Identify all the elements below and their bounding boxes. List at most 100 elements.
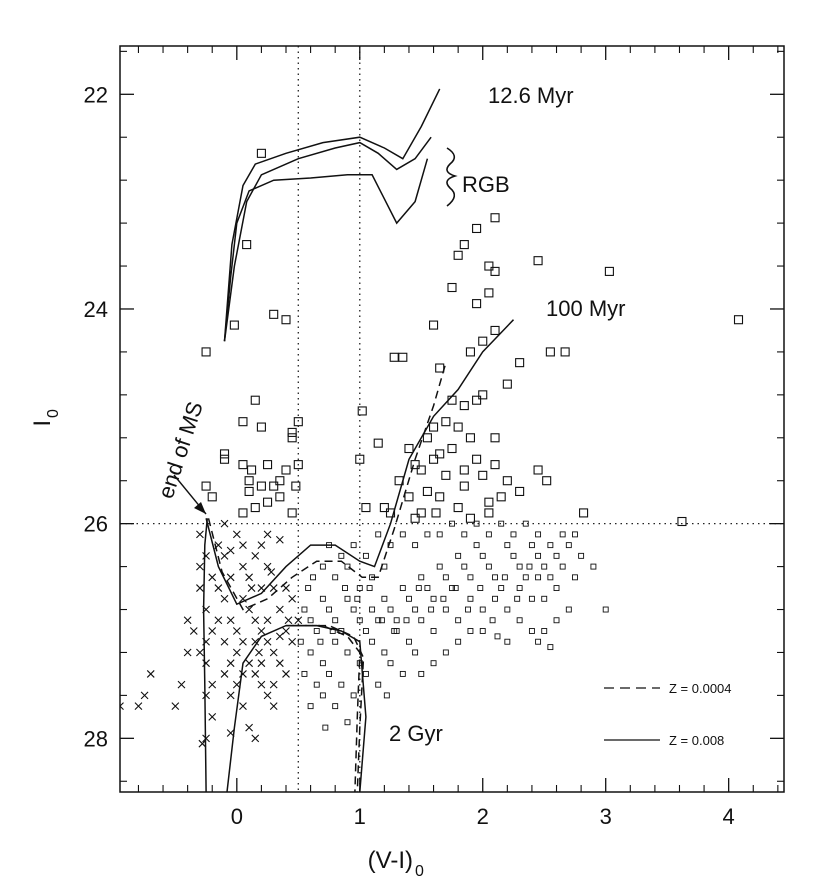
star-marker-cross xyxy=(288,594,297,603)
star-marker-cross xyxy=(269,702,278,711)
star-marker-small xyxy=(455,617,462,624)
star-marker-large xyxy=(429,320,439,330)
star-marker-cross xyxy=(251,616,260,625)
star-marker-small xyxy=(412,606,419,613)
star-marker-small xyxy=(535,638,542,645)
star-marker-small xyxy=(369,606,376,613)
star-marker-small xyxy=(307,617,314,624)
star-marker-small xyxy=(479,552,486,559)
star-marker-small xyxy=(378,617,385,624)
star-marker-large xyxy=(287,433,297,443)
star-marker-small xyxy=(492,595,498,602)
star-marker-cross xyxy=(232,627,241,635)
star-marker-cross xyxy=(282,670,290,678)
star-marker-large xyxy=(263,460,273,470)
star-marker-small xyxy=(307,703,314,710)
star-marker-small xyxy=(498,585,505,592)
star-marker-cross xyxy=(263,530,272,539)
star-marker-large xyxy=(459,240,469,250)
star-marker-small xyxy=(516,617,523,624)
star-marker-cross xyxy=(214,616,223,625)
star-marker-large xyxy=(502,476,512,486)
star-marker-small xyxy=(504,542,511,549)
star-marker-small xyxy=(442,606,449,613)
star-marker-small xyxy=(322,724,329,731)
star-marker-large xyxy=(478,470,488,480)
star-marker-cross xyxy=(220,551,229,560)
star-marker-cross xyxy=(257,627,266,635)
star-marker-small xyxy=(479,628,486,634)
star-marker-large xyxy=(422,486,432,497)
star-marker-cross xyxy=(202,659,210,668)
star-marker-cross xyxy=(239,562,247,571)
star-marker-large xyxy=(484,288,494,298)
star-marker-small xyxy=(338,681,345,688)
star-marker-small xyxy=(553,585,560,592)
star-marker-small xyxy=(430,628,437,634)
star-marker-small xyxy=(387,660,394,667)
star-marker-cross xyxy=(220,637,229,646)
star-marker-cross xyxy=(245,723,253,732)
star-marker-small xyxy=(418,670,425,677)
y-axis-title: I xyxy=(29,420,56,427)
star-marker-large xyxy=(472,299,482,309)
label-100-myr: 100 Myr xyxy=(546,296,625,321)
star-marker-small xyxy=(406,595,412,602)
star-marker-large xyxy=(379,503,389,513)
star-marker-cross xyxy=(208,680,217,689)
star-marker-cross xyxy=(171,702,180,711)
data-points xyxy=(120,148,744,748)
star-marker-small xyxy=(455,552,462,559)
star-marker-cross xyxy=(245,573,253,582)
star-marker-large xyxy=(459,401,469,411)
star-marker-small xyxy=(430,660,437,667)
star-marker-cross xyxy=(267,568,276,576)
star-marker-small xyxy=(516,563,523,570)
star-marker-small xyxy=(356,660,363,667)
legend-dashed-label: Z = 0.0004 xyxy=(669,681,732,696)
star-marker-small xyxy=(381,649,388,656)
star-marker-large xyxy=(496,492,506,502)
x-tick-label: 2 xyxy=(477,804,489,829)
star-marker-large xyxy=(472,454,482,464)
star-marker-small xyxy=(305,585,312,592)
star-marker-cross xyxy=(239,702,247,711)
star-marker-cross xyxy=(183,648,192,657)
star-marker-small xyxy=(362,552,369,559)
y-tick-label: 22 xyxy=(84,82,108,107)
star-marker-small xyxy=(578,552,585,559)
star-marker-small xyxy=(344,563,351,570)
y-axis-title-subscript: 0 xyxy=(45,409,62,418)
isochrone-line-8 xyxy=(292,624,365,792)
star-marker-large xyxy=(256,481,266,491)
star-marker-large xyxy=(410,513,420,523)
star-marker-cross xyxy=(269,648,278,657)
star-marker-cross xyxy=(284,616,293,625)
star-marker-cross xyxy=(220,519,229,528)
star-marker-large xyxy=(484,497,494,507)
star-marker-small xyxy=(553,617,560,624)
star-marker-small xyxy=(440,595,447,602)
star-marker-cross xyxy=(189,627,198,635)
star-marker-small xyxy=(428,606,435,613)
star-marker-large xyxy=(238,417,248,427)
star-marker-cross xyxy=(239,541,247,550)
star-marker-large xyxy=(604,266,614,276)
star-marker-small xyxy=(424,585,431,592)
star-marker-large xyxy=(293,460,303,470)
star-marker-cross xyxy=(177,680,186,689)
star-marker-large xyxy=(453,422,463,432)
star-marker-large xyxy=(238,460,248,470)
star-marker-large xyxy=(394,476,404,486)
star-marker-small xyxy=(528,542,535,549)
star-marker-cross xyxy=(208,627,217,635)
star-marker-small xyxy=(526,563,533,570)
label-12-6-myr: 12.6 Myr xyxy=(488,83,574,108)
star-marker-large xyxy=(201,481,211,491)
star-marker-small xyxy=(317,638,324,645)
star-marker-small xyxy=(381,595,388,602)
star-marker-large xyxy=(398,352,408,362)
star-marker-small xyxy=(338,552,345,559)
star-marker-large xyxy=(263,497,273,507)
